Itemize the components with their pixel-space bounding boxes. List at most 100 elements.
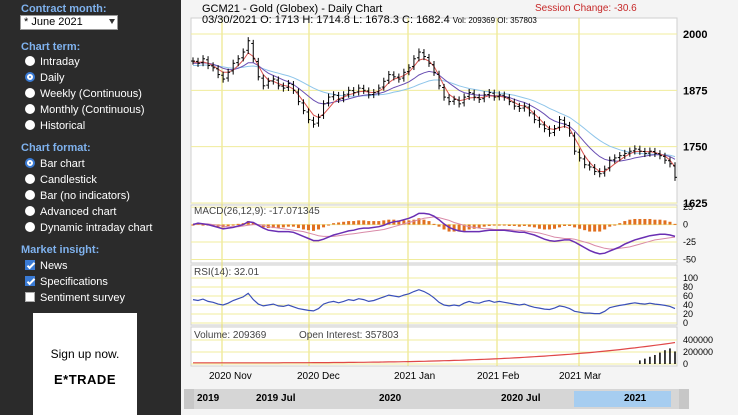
macd-histogram-bar	[397, 220, 401, 225]
macd-histogram-bar	[648, 218, 652, 225]
macd-histogram-bar	[317, 224, 321, 230]
x-tick-label: 2020 Dec	[297, 371, 340, 382]
macd-histogram-bar	[638, 218, 642, 225]
macd-histogram-bar	[487, 224, 491, 226]
macd-histogram-bar	[422, 219, 426, 225]
etrade-ad[interactable]: Sign up now. E*TRADE	[33, 313, 137, 415]
macd-histogram-bar	[497, 224, 501, 226]
chart-format-option-label: Advanced chart	[40, 206, 117, 218]
timeline-scrollbar[interactable]: 2019 2019 Jul 2020 2020 Jul 2021	[184, 389, 689, 409]
macd-histogram-bar	[653, 219, 657, 225]
radio-icon[interactable]	[25, 190, 35, 200]
macd-histogram-bar	[246, 221, 250, 225]
radio-icon[interactable]	[25, 174, 35, 184]
scroll-left-arrow[interactable]	[184, 389, 194, 409]
macd-histogram-bar	[276, 224, 280, 229]
etrade-logo: E*TRADE	[53, 372, 116, 387]
session-change: Session Change: -30.6	[535, 3, 637, 14]
chart-format-option-label: Bar chart	[40, 158, 85, 170]
macd-histogram-bar	[372, 221, 376, 225]
chart-panel	[190, 326, 678, 367]
chart-ohlc-line: 03/30/2021 O: 1713 H: 1714.8 L: 1678.3 C…	[202, 14, 537, 26]
chart-term-option-label: Monthly (Continuous)	[40, 104, 145, 116]
scroll-right-arrow[interactable]	[679, 389, 689, 409]
checkbox-icon[interactable]	[25, 276, 35, 286]
x-tick-label: 2021 Jan	[394, 371, 435, 382]
radio-icon[interactable]	[25, 222, 35, 232]
macd-histogram-bar	[668, 221, 672, 225]
macd-histogram-bar	[542, 224, 546, 230]
macd-histogram-bar	[482, 224, 486, 227]
chart-term-option-label: Weekly (Continuous)	[40, 88, 142, 100]
timeline-label: 2020	[379, 393, 402, 404]
macd-histogram-bar	[537, 224, 541, 229]
contract-month-select[interactable]: * June 2021	[20, 15, 118, 30]
chart-title: GCM21 - Gold (Globex) - Daily Chart	[202, 3, 383, 15]
macd-histogram-bar	[522, 224, 526, 226]
rsi-tick-label: 20	[683, 309, 693, 319]
macd-histogram-bar	[623, 221, 627, 225]
open-interest-line	[193, 341, 676, 364]
radio-icon[interactable]	[25, 104, 35, 114]
macd-histogram-bar	[527, 224, 531, 227]
x-tick-label: 2021 Mar	[559, 371, 602, 382]
scroll-thumb[interactable]	[574, 391, 671, 407]
chart-canvas: 2020 Nov 2020 Dec 2021 Jan 2021 Feb 2021 Mar…	[190, 17, 713, 382]
macd-histogram-bar	[402, 220, 406, 225]
rsi-tick-label: 0	[683, 318, 688, 328]
macd-histogram-bar	[352, 221, 356, 225]
rsi-tick-label: 80	[683, 282, 693, 292]
radio-icon[interactable]	[25, 88, 35, 98]
chart-term-option-label: Intraday	[40, 56, 80, 68]
chart-ohlc: O: 1713 H: 1714.8 L: 1678.3 C: 1682.4	[260, 14, 450, 26]
macd-histogram-bar	[462, 224, 466, 231]
macd-histogram-bar	[281, 224, 285, 228]
macd-histogram-bar	[507, 224, 511, 226]
macd-histogram-bar	[598, 224, 602, 232]
macd-histogram-bar	[362, 220, 366, 225]
macd-histogram-bar	[417, 218, 421, 225]
chart-panel	[190, 17, 678, 204]
macd-histogram-bar	[342, 221, 346, 225]
macd-histogram-bar	[658, 219, 662, 225]
sidebar: Contract month: * June 2021 Chart term: …	[0, 0, 181, 415]
macd-histogram-bar	[437, 224, 441, 227]
macd-histogram-bar	[547, 224, 551, 230]
ad-signup-text: Sign up now.	[50, 347, 120, 361]
radio-icon[interactable]	[25, 56, 35, 66]
macd-histogram-bar	[477, 224, 481, 229]
macd-histogram-bar	[367, 221, 371, 225]
radio-icon[interactable]	[25, 120, 35, 130]
x-tick-label: 2021 Feb	[477, 371, 520, 382]
chart-term-title: Chart term:	[21, 41, 81, 53]
macd-tick-label: -25	[683, 237, 696, 247]
macd-histogram-bar	[583, 224, 587, 231]
checkbox-icon[interactable]	[25, 260, 35, 270]
macd-histogram-bar	[643, 218, 647, 225]
contract-month-title: Contract month:	[21, 3, 107, 15]
macd-histogram-bar	[191, 224, 195, 226]
radio-icon[interactable]	[25, 158, 35, 168]
price-tick-label: 1625	[683, 198, 707, 210]
macd-histogram-bar	[573, 224, 577, 228]
rsi-tick-label: 100	[683, 273, 698, 283]
radio-icon[interactable]	[25, 206, 35, 216]
macd-histogram-bar	[296, 224, 300, 229]
macd-histogram-bar	[271, 224, 275, 229]
ma-long-line	[193, 64, 676, 158]
macd-line	[192, 212, 676, 255]
macd-histogram-bar	[502, 224, 506, 226]
rsi-label: RSI(14): 32.01	[194, 267, 259, 278]
macd-histogram-bar	[563, 224, 567, 226]
macd-histogram-bar	[312, 224, 315, 231]
checkbox-icon[interactable]	[25, 292, 35, 302]
macd-histogram-bar	[236, 223, 240, 225]
macd-histogram-bar	[432, 223, 436, 225]
radio-icon[interactable]	[25, 72, 35, 82]
market-insight-label: Sentiment survey	[40, 292, 125, 304]
chart-format-title: Chart format:	[21, 142, 91, 154]
macd-histogram-bar	[492, 224, 496, 226]
macd-histogram-bar	[327, 224, 331, 226]
macd-histogram-bar	[337, 222, 341, 225]
macd-tick-label: 25	[683, 202, 693, 212]
